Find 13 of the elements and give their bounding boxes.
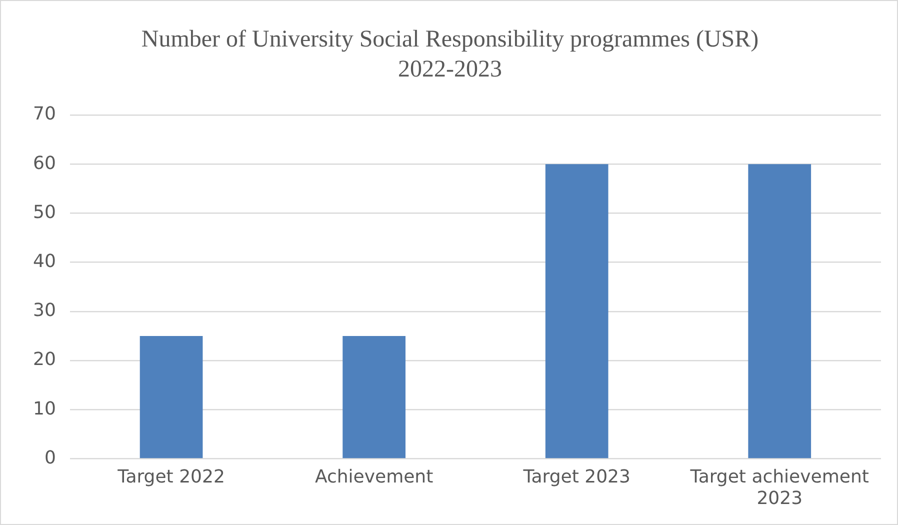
- y-tick-label: 50: [33, 202, 56, 223]
- x-tick-label: Achievement: [314, 466, 434, 488]
- y-tick-label: 40: [33, 251, 56, 272]
- y-tick-label: 60: [33, 152, 56, 174]
- y-tick-label: 0: [44, 447, 56, 468]
- y-tick-label: 20: [33, 349, 56, 370]
- y-tick-label: 30: [33, 300, 56, 322]
- y-tick-label: 10: [33, 398, 56, 420]
- x-tick-label: Target 2023: [522, 466, 630, 488]
- chart-title: Number of University Social Responsibility programmes (USR) 2022-2023: [141, 26, 759, 82]
- y-tick-label: 70: [33, 104, 56, 125]
- x-tick-label: Target achievement 2023: [689, 466, 869, 509]
- x-tick-label: Target 2022: [116, 466, 225, 488]
